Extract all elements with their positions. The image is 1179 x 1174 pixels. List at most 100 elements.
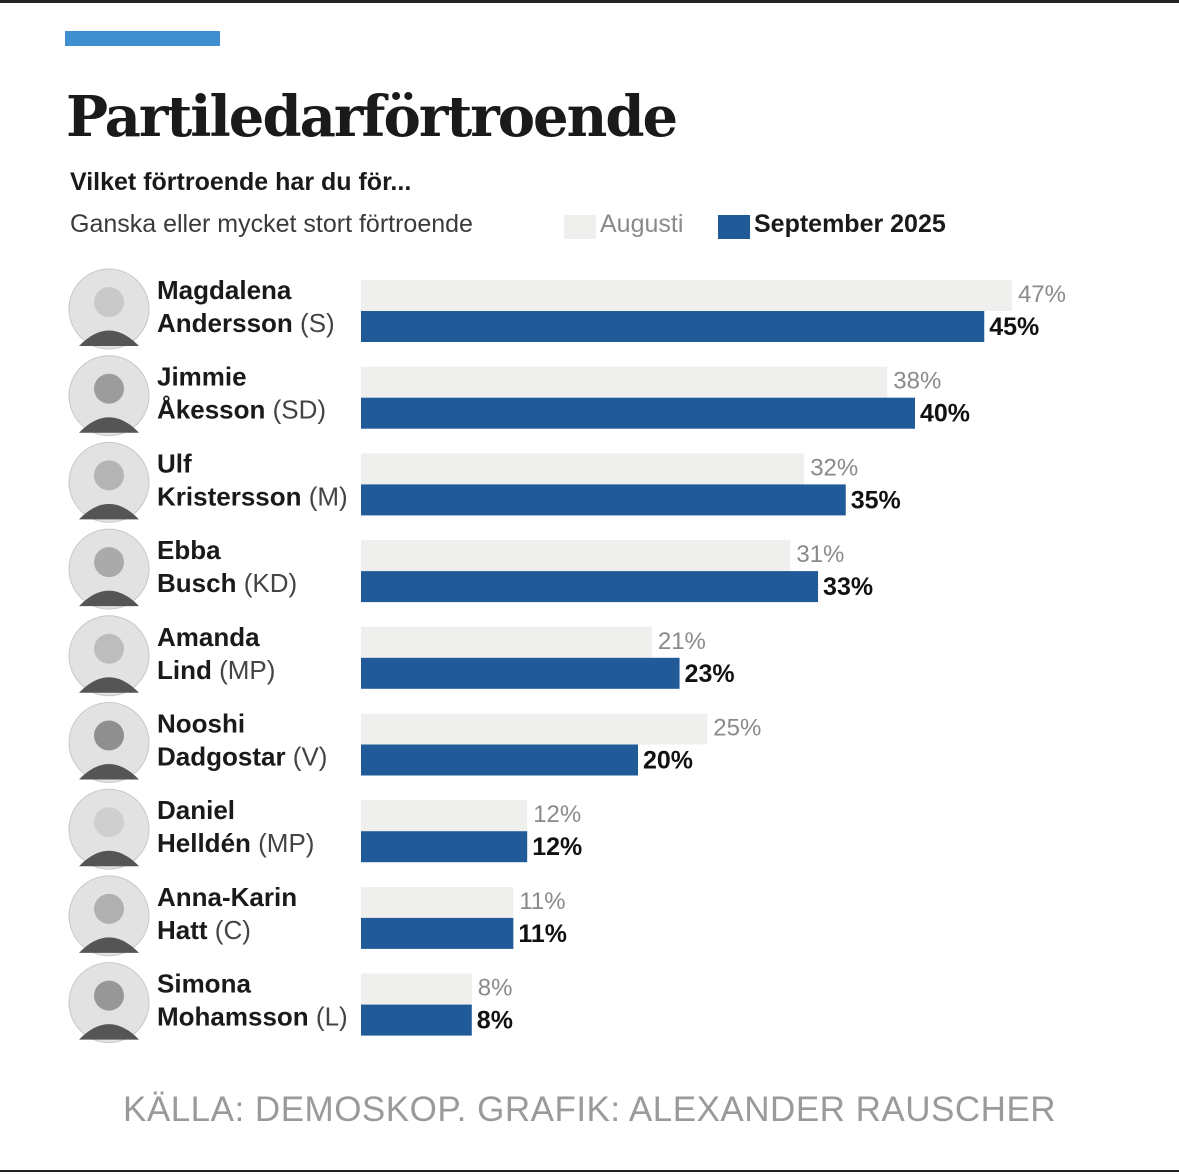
- bar-augusti: [361, 973, 472, 1005]
- label-party: (MP): [212, 655, 276, 685]
- label-surname: Helldén: [157, 828, 251, 858]
- value-label-september: 35%: [851, 486, 901, 514]
- portrait-shoulders-1: [79, 417, 139, 433]
- bar-augusti: [361, 453, 805, 485]
- label-last-name: Åkesson (SD): [157, 395, 326, 425]
- value-label-september: 20%: [643, 747, 693, 775]
- label-first-name: Nooshi: [157, 709, 245, 739]
- bar-september: [361, 397, 915, 429]
- value-label-september: 23%: [685, 660, 735, 688]
- label-last-name: Dadgostar (V): [157, 742, 327, 772]
- label-party: (M): [302, 481, 348, 511]
- portrait-face-4: [94, 633, 124, 664]
- portrait-face-2: [94, 460, 124, 491]
- value-label-september: 12%: [532, 833, 582, 861]
- portrait-shoulders-6: [79, 850, 139, 867]
- value-label-september: 45%: [989, 313, 1039, 341]
- value-label-augusti: 12%: [533, 801, 581, 828]
- portrait-face-7: [94, 893, 124, 924]
- top-rule: [0, 0, 1179, 3]
- label-first-name: Daniel: [157, 795, 235, 825]
- portrait-shoulders-5: [79, 764, 139, 780]
- legend-label-augusti: Augusti: [600, 210, 684, 238]
- bar-augusti: [361, 713, 708, 745]
- bar-augusti: [361, 626, 652, 658]
- portrait-face-8: [94, 980, 124, 1011]
- label-surname: Busch: [157, 568, 236, 598]
- label-first-name: Amanda: [157, 622, 260, 652]
- label-party: (L): [309, 1002, 348, 1032]
- portrait-face-3: [94, 547, 124, 578]
- bottom-rule: [0, 1170, 1179, 1172]
- portrait-shoulders-0: [79, 330, 139, 346]
- bar-september: [361, 484, 846, 516]
- label-last-name: Hatt (C): [157, 915, 251, 945]
- label-surname: Mohamsson: [157, 1002, 309, 1032]
- value-label-augusti: 25%: [713, 715, 761, 742]
- value-label-augusti: 31%: [796, 541, 844, 568]
- label-first-name: Ulf: [157, 448, 192, 478]
- value-label-augusti: 32%: [810, 454, 858, 481]
- bar-augusti: [361, 540, 791, 572]
- label-last-name: Kristersson (M): [157, 481, 348, 511]
- portrait-shoulders-2: [79, 503, 139, 520]
- value-label-augusti: 47%: [1018, 281, 1066, 308]
- bar-september: [361, 831, 528, 863]
- chart-title: Partiledarförtroende: [66, 84, 678, 150]
- label-first-name: Ebba: [157, 535, 221, 565]
- label-surname: Andersson: [157, 308, 293, 338]
- portrait-shoulders-7: [79, 937, 139, 953]
- bar-september: [361, 744, 638, 776]
- bar-september: [361, 917, 514, 949]
- legend-swatch-augusti: [564, 215, 596, 239]
- label-party: (C): [208, 915, 251, 945]
- label-surname: Åkesson: [157, 395, 265, 425]
- source-credit: KÄLLA: DEMOSKOP. GRAFIK: ALEXANDER RAUSC…: [123, 1090, 1057, 1129]
- label-surname: Lind: [157, 655, 212, 685]
- bar-augusti: [361, 280, 1012, 311]
- value-label-augusti: 38%: [893, 368, 941, 395]
- label-first-name: Anna-Karin: [157, 882, 297, 912]
- portrait-face-5: [94, 720, 124, 751]
- accent-bar: [65, 31, 220, 46]
- label-party: (SD): [265, 395, 326, 425]
- value-label-september: 40%: [920, 400, 970, 428]
- label-surname: Kristersson: [157, 481, 302, 511]
- value-label-augusti: 11%: [519, 888, 565, 915]
- bar-september: [361, 571, 819, 603]
- bar-september: [361, 1004, 472, 1036]
- chart-subtitle: Vilket förtroende har du för...: [70, 168, 412, 196]
- value-label-september: 33%: [823, 573, 873, 601]
- legend: Ganska eller mycket stort förtroende Aug…: [70, 210, 1030, 242]
- portrait-shoulders-8: [79, 1024, 139, 1040]
- label-first-name: Jimmie: [157, 362, 247, 392]
- bar-augusti: [361, 800, 528, 832]
- label-party: (KD): [236, 568, 297, 598]
- label-last-name: Andersson (S): [157, 308, 335, 338]
- bar-augusti: [361, 366, 888, 398]
- label-surname: Hatt: [157, 915, 208, 945]
- value-label-augusti: 21%: [658, 628, 706, 655]
- label-last-name: Mohamsson (L): [157, 1002, 348, 1032]
- label-party: (MP): [251, 828, 315, 858]
- label-surname: Dadgostar: [157, 742, 286, 772]
- legend-label-september: September 2025: [754, 210, 946, 238]
- bar-september: [361, 657, 680, 689]
- value-label-september: 11%: [518, 920, 567, 948]
- label-last-name: Helldén (MP): [157, 828, 314, 858]
- label-first-name: Simona: [157, 969, 251, 999]
- bar-september: [361, 311, 985, 342]
- bar-augusti: [361, 886, 514, 918]
- value-label-augusti: 8%: [478, 975, 513, 1002]
- label-last-name: Busch (KD): [157, 568, 297, 598]
- portrait-shoulders-4: [79, 677, 139, 693]
- portrait-shoulders-3: [79, 590, 139, 607]
- value-label-september: 8%: [477, 1007, 513, 1035]
- portrait-face-1: [94, 373, 124, 404]
- label-party: (V): [286, 742, 328, 772]
- portrait-face-0: [94, 287, 124, 317]
- portrait-face-6: [94, 807, 124, 838]
- label-last-name: Lind (MP): [157, 655, 275, 685]
- label-first-name: Magdalena: [157, 275, 292, 305]
